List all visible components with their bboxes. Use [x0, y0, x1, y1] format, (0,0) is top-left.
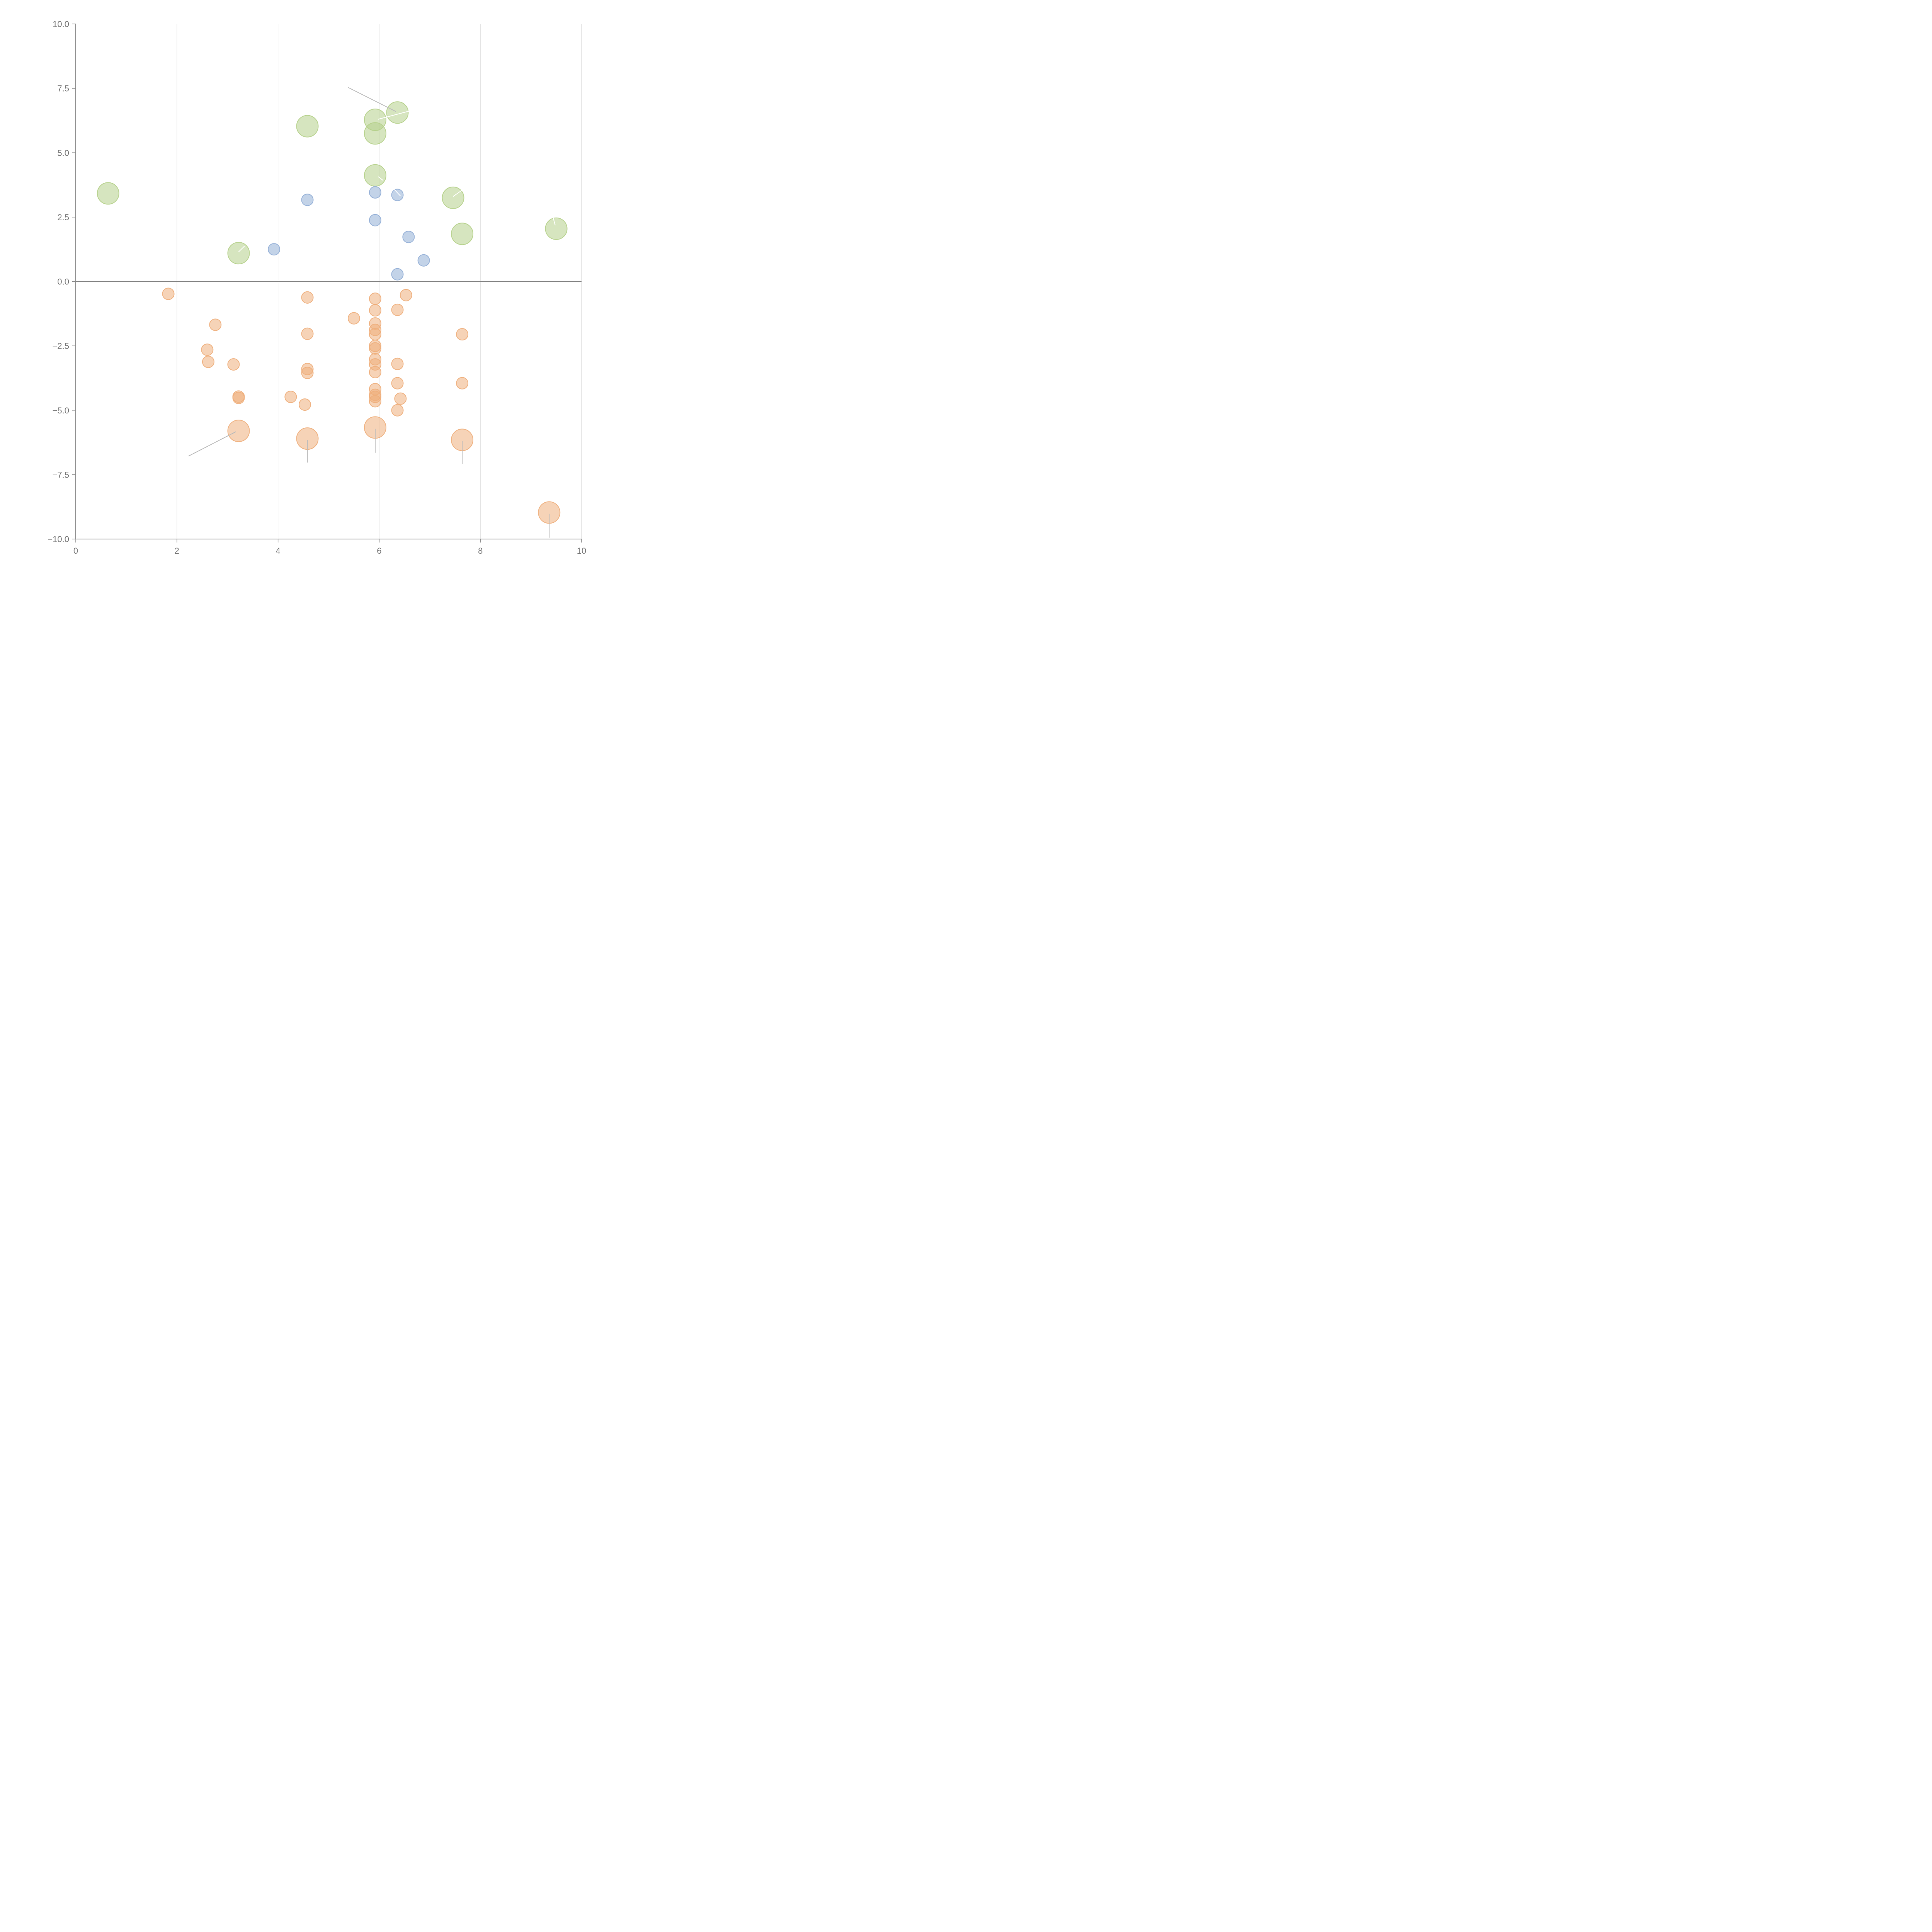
- data-point-negative-small: [391, 303, 404, 316]
- data-point-negative-small: [202, 355, 214, 368]
- data-point-negative-small: [391, 357, 404, 370]
- data-point-positive-small: [301, 194, 314, 206]
- axes: 0 2 4 6 8 10 10.0 7.5 5.0 2.5 0.0 −2.5 −5.0 −7.5 −10.0: [48, 19, 586, 556]
- data-point-negative-small: [301, 291, 314, 304]
- leader-line: [378, 176, 384, 181]
- data-point-negative-small: [369, 293, 381, 305]
- x-tick-label: 2: [175, 546, 179, 556]
- leader-line: [347, 87, 396, 112]
- data-point-negative-small: [301, 367, 314, 379]
- y-tick-label: −10.0: [48, 534, 69, 544]
- data-point-negative-small: [369, 342, 381, 355]
- leader-line: [452, 190, 463, 197]
- data-point-positive-small: [369, 186, 381, 199]
- y-tick-label: −7.5: [53, 470, 69, 480]
- leader-line: [188, 431, 236, 457]
- x-tick-label: 8: [478, 546, 483, 556]
- data-point-positive-small: [391, 268, 404, 281]
- leader-line: [394, 189, 401, 196]
- data-point-negative-small: [369, 304, 381, 317]
- data-point-positive-large: [364, 164, 386, 187]
- data-point-negative-small: [227, 358, 240, 371]
- scatter-chart: 0 2 4 6 8 10 10.0 7.5 5.0 2.5 0.0 −2.5 −5.0 −7.5 −10.0: [48, 19, 586, 556]
- data-point-negative-small: [301, 327, 314, 340]
- data-point-negative-small: [391, 404, 404, 417]
- x-tick-label: 4: [276, 546, 280, 556]
- data-point-negative-small: [201, 344, 214, 356]
- data-point-positive-large: [451, 223, 474, 245]
- data-point-negative-small: [394, 392, 407, 405]
- data-point-positive-small: [369, 214, 381, 226]
- data-point-positive-large: [545, 217, 568, 240]
- data-point-positive-small: [391, 189, 404, 201]
- data-point-negative-small: [456, 377, 469, 389]
- y-tick-label: 2.5: [57, 213, 69, 222]
- data-point-negative-small: [232, 391, 245, 404]
- y-tick-label: −5.0: [53, 406, 69, 415]
- data-point-positive-large: [442, 186, 464, 209]
- data-point-negative-small: [347, 312, 360, 325]
- leader-line: [553, 218, 556, 226]
- data-point-negative-small: [298, 398, 311, 411]
- x-tick-label: 10: [577, 546, 586, 556]
- x-tick-label: 0: [73, 546, 78, 556]
- y-tick-label: 5.0: [57, 148, 69, 158]
- data-point-negative-small: [162, 287, 175, 300]
- data-point-negative-small: [400, 289, 412, 301]
- y-tick-label: 7.5: [57, 84, 69, 94]
- data-point-positive-large: [364, 122, 386, 145]
- data-point-negative-small: [369, 366, 381, 379]
- data-point-negative-small: [456, 328, 469, 341]
- x-tick-label: 6: [377, 546, 381, 556]
- data-point-negative-large: [227, 420, 250, 442]
- data-point-positive-large: [386, 101, 409, 124]
- data-points: [97, 101, 568, 524]
- y-tick-label: 10.0: [53, 19, 69, 29]
- data-point-negative-small: [284, 391, 297, 403]
- leader-line: [378, 111, 410, 120]
- data-point-positive-large: [97, 182, 119, 205]
- data-point-positive-small: [417, 254, 430, 267]
- data-point-positive-large: [296, 115, 319, 138]
- y-tick-label: 0.0: [57, 277, 69, 287]
- data-point-negative-small: [391, 377, 404, 389]
- data-point-positive-small: [268, 243, 281, 256]
- data-point-negative-small: [369, 395, 381, 408]
- data-point-negative-small: [209, 318, 222, 331]
- data-point-positive-small: [402, 231, 415, 243]
- leader-lines: [188, 87, 556, 538]
- leader-line: [238, 245, 245, 252]
- data-point-negative-small: [369, 328, 381, 341]
- y-tick-label: −2.5: [53, 341, 69, 351]
- data-point-positive-large: [227, 242, 250, 265]
